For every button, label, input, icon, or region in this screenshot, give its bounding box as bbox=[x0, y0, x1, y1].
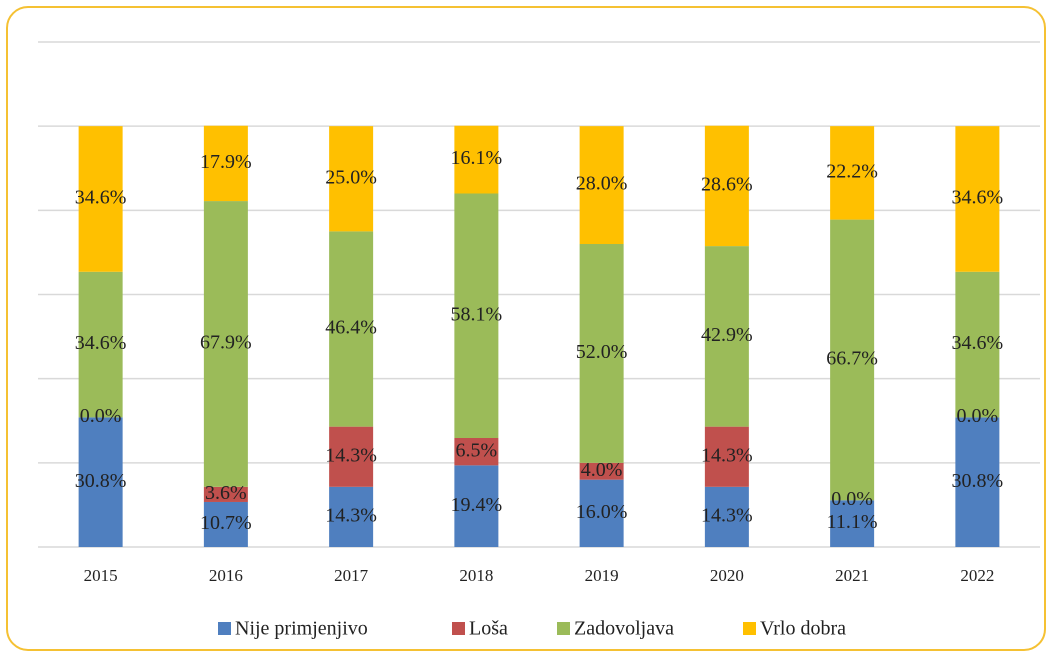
bar-segment bbox=[579, 479, 624, 547]
legend-swatch bbox=[743, 622, 756, 635]
bar-segment bbox=[830, 219, 875, 501]
data-label: 11.1% bbox=[827, 511, 878, 533]
legend-swatch bbox=[557, 622, 570, 635]
data-label: 16.1% bbox=[451, 147, 503, 169]
bar-segment bbox=[203, 201, 248, 487]
bar-segment bbox=[704, 426, 749, 487]
legend-label: Vrlo dobra bbox=[760, 618, 846, 640]
data-label: 0.0% bbox=[80, 405, 122, 427]
bar-segment bbox=[704, 125, 749, 247]
data-label: 16.0% bbox=[576, 501, 628, 523]
data-label: 17.9% bbox=[200, 151, 252, 173]
data-label: 52.0% bbox=[576, 341, 628, 363]
data-label: 14.3% bbox=[325, 444, 377, 466]
bar-segment bbox=[830, 126, 875, 220]
data-label: 0.0% bbox=[957, 405, 999, 427]
x-tick-label: 2015 bbox=[84, 566, 118, 585]
data-label: 34.6% bbox=[952, 332, 1004, 354]
data-label: 46.4% bbox=[325, 317, 377, 339]
bar-segment bbox=[579, 244, 624, 463]
bar-segment bbox=[704, 486, 749, 547]
legend-swatch bbox=[218, 622, 231, 635]
data-label: 34.6% bbox=[952, 187, 1004, 209]
data-label: 58.1% bbox=[451, 303, 503, 325]
data-label: 42.9% bbox=[701, 324, 753, 346]
bar-segment bbox=[329, 486, 374, 547]
data-label: 34.6% bbox=[75, 187, 127, 209]
data-label: 25.0% bbox=[325, 166, 377, 188]
bar-segment bbox=[955, 271, 1000, 418]
bar-segment bbox=[203, 486, 248, 502]
data-label: 22.2% bbox=[826, 160, 878, 182]
data-label: 30.8% bbox=[75, 470, 127, 492]
bar-segment bbox=[329, 231, 374, 427]
legend-label: Nije primjenjivo bbox=[235, 618, 368, 640]
bar-segment bbox=[704, 246, 749, 427]
bar-segment bbox=[454, 465, 499, 547]
bar-segment bbox=[203, 501, 248, 547]
data-label: 66.7% bbox=[826, 348, 878, 370]
legend-swatch bbox=[452, 622, 465, 635]
data-label: 6.5% bbox=[456, 439, 498, 461]
bar-segment bbox=[329, 126, 374, 232]
x-tick-label: 2018 bbox=[459, 566, 493, 585]
x-tick-label: 2019 bbox=[585, 566, 619, 585]
x-tick-label: 2021 bbox=[835, 566, 869, 585]
bar-segment bbox=[203, 125, 248, 202]
legend-label: Zadovoljava bbox=[574, 618, 674, 640]
bar-segment bbox=[955, 126, 1000, 272]
data-label: 10.7% bbox=[200, 512, 252, 534]
data-label: 19.4% bbox=[451, 494, 503, 516]
data-label: 30.8% bbox=[952, 470, 1004, 492]
bar-segment bbox=[454, 438, 499, 466]
bar-segment bbox=[830, 500, 875, 547]
x-tick-label: 2017 bbox=[334, 566, 369, 585]
bar-segment bbox=[78, 271, 123, 418]
data-label: 14.3% bbox=[701, 505, 753, 527]
data-label: 0.0% bbox=[831, 488, 873, 510]
x-tick-label: 2022 bbox=[960, 566, 994, 585]
data-label: 34.6% bbox=[75, 332, 127, 354]
data-label: 28.6% bbox=[701, 174, 753, 196]
bar-segment bbox=[78, 126, 123, 272]
bar-segment bbox=[579, 462, 624, 480]
bar-segment bbox=[454, 193, 499, 439]
legend-label: Loša bbox=[469, 618, 508, 640]
data-label: 4.0% bbox=[581, 459, 623, 481]
data-label: 67.9% bbox=[200, 332, 252, 354]
data-label: 28.0% bbox=[576, 173, 628, 195]
bar-segment bbox=[454, 125, 499, 194]
bar-segment bbox=[579, 126, 624, 244]
bar-segment bbox=[329, 426, 374, 487]
bar-segment bbox=[955, 417, 1000, 547]
data-label: 3.6% bbox=[205, 482, 247, 504]
data-label: 14.3% bbox=[325, 505, 377, 527]
bar-segment bbox=[78, 417, 123, 547]
x-tick-label: 2016 bbox=[209, 566, 243, 585]
data-label: 14.3% bbox=[701, 444, 753, 466]
x-tick-label: 2020 bbox=[710, 566, 744, 585]
chart-frame bbox=[6, 6, 1046, 651]
